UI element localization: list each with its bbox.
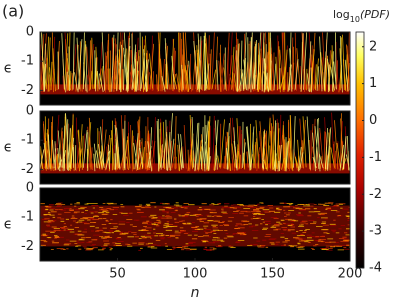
heatmap-texture [41,32,349,93]
heatmap-texture [40,113,350,172]
y-tick-label: 0 [26,181,34,196]
heatmap-texture [40,202,350,251]
y-axis-label: ϵ [4,140,13,156]
colorbar-tick-label: -2 [369,187,382,202]
colorbar [355,31,365,269]
y-tick-label: -2 [21,162,34,177]
y-tick-label: -1 [21,210,34,225]
x-tick-label: 150 [260,267,285,282]
x-tick-label: 100 [183,267,208,282]
x-tick-label: 50 [109,267,126,282]
y-tick-label: -2 [21,239,34,254]
y-axis-label: ϵ [4,61,13,77]
heatmap [40,188,350,261]
x-tick-label: 200 [338,267,363,282]
colorbar-tick-label: -3 [369,224,382,239]
colorbar-label-arg: (PDF) [360,8,390,21]
colorbar-label-base: log [333,8,350,21]
colorbar-tick-label: 1 [369,76,377,91]
y-tick-label: -2 [21,83,34,98]
floor-glow [40,84,350,95]
colorbar-tick-label: -4 [369,261,382,276]
cloud [40,205,350,247]
colorbar-tick-label: -1 [369,150,382,165]
y-tick-label: 0 [26,25,34,40]
panel-frame [39,31,351,106]
colorbar-tick-label: 0 [369,113,377,128]
heatmap [40,111,350,184]
y-tick-label: 0 [26,104,34,119]
colorbar-label-sub: 10 [350,15,360,24]
y-tick-label: -1 [21,54,34,69]
y-tick-label: -1 [21,133,34,148]
panel-label: (a) [2,2,24,21]
heatmap-texture [42,202,350,251]
x-axis-label: n [191,285,200,301]
panel-frame [39,110,351,185]
colorbar-tick-label: 2 [369,39,377,54]
y-axis-label: ϵ [4,217,13,233]
colorbar-label: log10(PDF) [333,8,390,24]
heatmap [40,32,350,105]
heatmap-texture [42,202,350,251]
